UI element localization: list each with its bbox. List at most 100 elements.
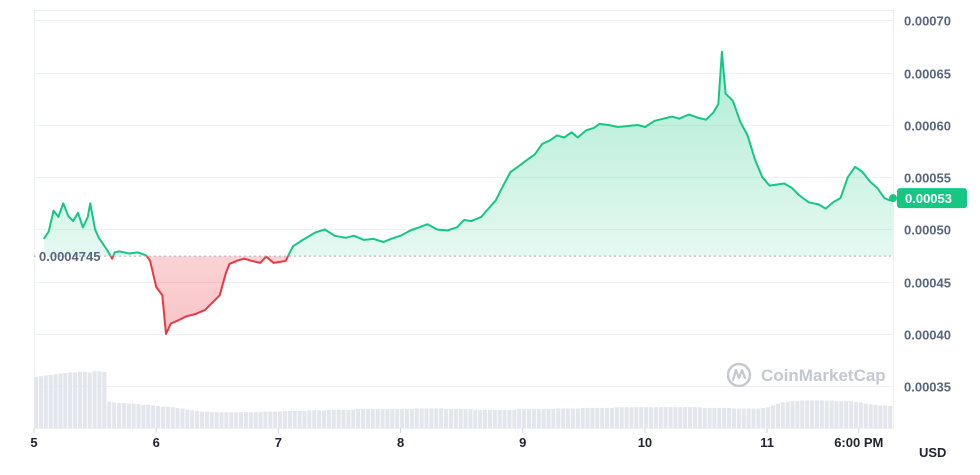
volume-bar	[473, 409, 478, 428]
volume-bar	[878, 405, 883, 428]
volume-bar	[58, 373, 63, 428]
volume-bar	[507, 409, 512, 428]
series-point	[382, 241, 384, 243]
volume-bars	[34, 371, 893, 428]
y-tick-label: 0.00070	[904, 14, 951, 29]
series-point	[754, 158, 756, 160]
series-point	[111, 258, 113, 260]
volume-bar	[770, 405, 776, 428]
volume-bar	[790, 401, 795, 428]
volume-bar	[707, 407, 712, 428]
current-price-tag-value: 0.00053	[905, 191, 952, 206]
volume-bar	[370, 409, 375, 428]
x-tick-label: 8	[397, 435, 404, 450]
series-point	[409, 229, 411, 231]
volume-bar	[453, 409, 458, 428]
volume-bar	[404, 409, 410, 428]
volume-bar	[731, 408, 737, 428]
series-point	[219, 294, 221, 296]
series-point	[577, 136, 579, 138]
series-point	[678, 118, 680, 120]
volume-bar	[629, 407, 634, 428]
series-point	[89, 202, 91, 204]
volume-bar	[307, 410, 312, 428]
series-point	[599, 123, 601, 125]
volume-bar	[190, 410, 195, 428]
series-point	[825, 208, 827, 210]
volume-bar	[419, 408, 424, 428]
volume-bar	[497, 409, 502, 428]
coinmarketcap-logo-icon	[726, 362, 752, 388]
volume-bar	[199, 411, 205, 428]
volume-bar	[448, 409, 453, 428]
series-point	[57, 216, 59, 218]
series-point	[98, 237, 100, 239]
volume-bar	[595, 407, 600, 428]
series-point	[225, 272, 227, 274]
volume-bar	[546, 409, 551, 428]
series-point	[446, 229, 448, 231]
volume-bar	[517, 409, 522, 428]
volume-bar	[302, 410, 307, 428]
currency-label: USD	[919, 445, 946, 460]
volume-bar	[185, 409, 190, 428]
volume-bar	[463, 409, 468, 428]
series-point	[839, 197, 841, 199]
series-point	[847, 176, 849, 178]
series-point	[861, 171, 863, 173]
volume-bar	[146, 404, 151, 428]
volume-bar	[756, 408, 761, 428]
volume-bar	[160, 406, 165, 428]
volume-bar	[819, 400, 824, 428]
series-point	[149, 260, 151, 262]
volume-bar	[165, 406, 170, 428]
volume-bar	[443, 409, 449, 428]
volume-bar	[609, 407, 615, 428]
volume-bar	[34, 376, 39, 428]
volume-bar	[263, 411, 268, 428]
volume-bar	[478, 409, 483, 428]
volume-bar	[746, 408, 751, 428]
volume-bar	[243, 412, 248, 428]
volume-bar	[380, 409, 385, 428]
x-tick-label: 7	[275, 435, 282, 450]
series-point	[87, 216, 89, 218]
volume-bar	[702, 407, 707, 428]
series-point	[876, 187, 878, 189]
x-tick-label: 9	[519, 435, 526, 450]
series-point	[43, 238, 45, 240]
series-point	[285, 260, 287, 262]
volume-bar	[683, 407, 688, 428]
series-point	[119, 250, 121, 252]
series-point	[817, 203, 819, 205]
series-point	[353, 235, 355, 237]
volume-bar	[541, 409, 546, 428]
series-point	[534, 153, 536, 155]
series-point	[527, 158, 529, 160]
volume-bar	[112, 402, 117, 428]
volume-bar	[365, 409, 370, 428]
series-point	[324, 228, 326, 230]
price-area-fills	[43, 51, 893, 334]
series-point	[390, 238, 392, 240]
series-point	[563, 136, 565, 138]
y-tick-label: 0.00055	[904, 171, 951, 186]
series-line-down	[109, 256, 290, 335]
series-point	[67, 215, 69, 217]
volume-bar	[131, 403, 136, 428]
series-point	[243, 258, 245, 260]
series-point	[114, 251, 116, 253]
volume-bar	[834, 401, 839, 428]
volume-bar	[839, 401, 844, 428]
volume-bar	[400, 409, 405, 428]
volume-bar	[141, 404, 146, 428]
volume-bar	[341, 409, 346, 428]
volume-bar	[229, 412, 234, 428]
volume-bar	[68, 372, 73, 428]
volume-bar	[77, 371, 83, 428]
volume-bar	[814, 400, 819, 428]
volume-bar	[156, 406, 161, 428]
reference-price-label: 0.0004745	[39, 249, 100, 264]
series-point	[607, 124, 609, 126]
